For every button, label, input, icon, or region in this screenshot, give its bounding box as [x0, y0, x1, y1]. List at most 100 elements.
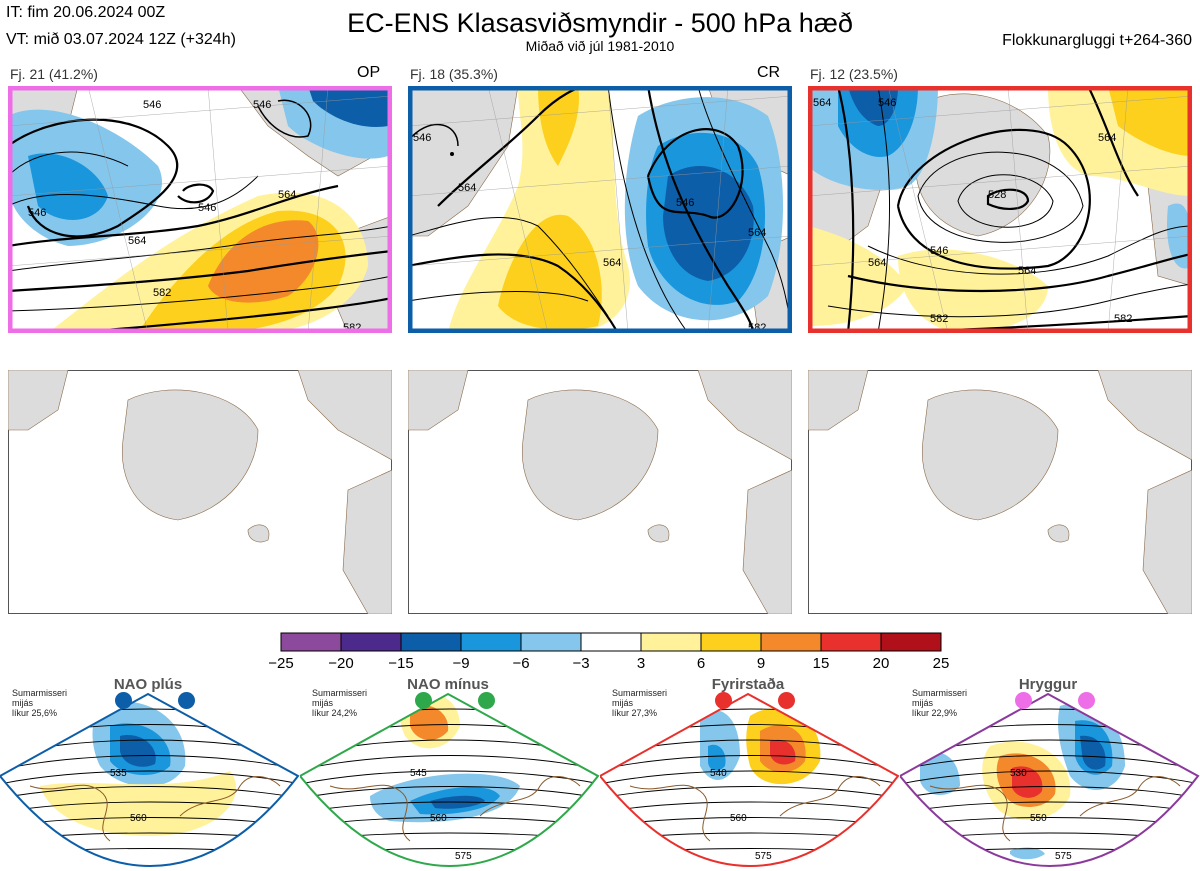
contour-label: 560: [730, 813, 747, 824]
coastline: [929, 776, 1181, 842]
cluster-1-map: 546 546 546 546 564 564 582 582: [8, 86, 392, 333]
height-contour: [600, 786, 898, 801]
regime-border: [898, 692, 1200, 868]
anomaly-area: [120, 735, 156, 767]
regime-row: 535 560 NAO plús Sumarmisseri mijás líkur 25,…: [0, 676, 1200, 871]
regime-info: Sumarmisseri mijás líkur 25,6%: [12, 688, 67, 718]
coastline: [329, 776, 581, 842]
regime-name: Hryggur: [1018, 676, 1078, 693]
colorbar-tick-label: −3: [572, 655, 590, 672]
colorbar: [280, 632, 942, 652]
gridlines: [408, 86, 792, 333]
height-contour: [600, 770, 898, 787]
regime-panel: 540 560 575 Fyrirstaða Sumarmisseri mijás líku…: [598, 676, 900, 871]
cluster-2-label: Fj. 18 (35.3%): [410, 66, 498, 82]
cluster-3-map: 564 546 528 546 564 564 582 582 564: [808, 86, 1192, 333]
regime-info-line: mijás: [612, 698, 634, 708]
colorbar-tick-label: 25: [932, 655, 950, 672]
regime-marker-dot: [715, 692, 732, 709]
colorbar-ticks: −25 −20 −15 −9 −6 −3 3 6 9 15 20 25: [268, 655, 949, 675]
contour-label: 545: [410, 768, 427, 779]
regime-info-line: líkur 25,6%: [12, 708, 58, 718]
coastline: [29, 776, 281, 842]
contour-label: 530: [1010, 768, 1027, 779]
regime-info-line: Sumarmisseri: [912, 688, 968, 698]
contour-label: 564: [748, 227, 766, 239]
regime-border: [0, 692, 300, 868]
regime-marker-dot: [778, 692, 795, 709]
colorbar-segment: [880, 632, 942, 652]
regime-panel: 545 560 575 NAO mínus Sumarmisseri mijás líkur…: [298, 676, 600, 871]
contour-label: 564: [1018, 265, 1036, 277]
contour-label: 582: [1114, 313, 1132, 325]
contour-label: 564: [603, 257, 621, 269]
page-subtitle: Miðað við júl 1981-2010: [525, 38, 675, 54]
regime-info-line: mijás: [312, 698, 334, 708]
contour-labels: 546 564 564 546 564 582: [413, 132, 766, 333]
cluster-2-border: [408, 86, 792, 333]
anomaly-area: [1012, 766, 1043, 798]
contour-label: 582: [153, 287, 171, 299]
regime-info-line: líkur 27,3%: [612, 708, 658, 718]
colorbar-tick-label: −15: [388, 655, 414, 672]
contour-label: 564: [868, 257, 886, 269]
colorbar-tick-label: −9: [452, 655, 470, 672]
empty-map-3: [808, 370, 1192, 614]
height-contour: [900, 770, 1198, 787]
gridlines: [808, 86, 1192, 333]
cluster-2-map: 546 564 564 546 564 582: [408, 86, 792, 333]
gridlines: [8, 86, 392, 333]
cluster-1-label: Fj. 21 (41.2%): [10, 66, 98, 82]
cluster-3-border: [808, 86, 1192, 333]
regime-info-line: líkur 24,2%: [312, 708, 358, 718]
height-contour: [300, 770, 598, 787]
cluster-1-border: [8, 86, 392, 333]
empty-map-2: [408, 370, 792, 614]
colorbar-segment: [760, 632, 822, 652]
contour-label: 546: [253, 99, 271, 111]
regime-info-line: Sumarmisseri: [612, 688, 668, 698]
colorbar-segment: [640, 632, 702, 652]
regime-info-line: Sumarmisseri: [12, 688, 68, 698]
regime-info: Sumarmisseri mijás líkur 22,9%: [912, 688, 967, 718]
contour-label: 546: [930, 245, 948, 257]
contour-label: 575: [455, 851, 472, 862]
height-contour: [600, 755, 898, 773]
regime-marker-dot: [1078, 692, 1095, 709]
regime-marker-dot: [478, 692, 495, 709]
contour-label: 546: [676, 197, 694, 209]
colorbar-segment: [400, 632, 462, 652]
regime-sector-map: 530 550 575: [898, 692, 1200, 868]
height-contour: [0, 786, 298, 801]
contour-label: 546: [143, 99, 161, 111]
anomaly-area: [708, 744, 726, 771]
anomaly-area: [770, 739, 796, 765]
regime-info-line: Sumarmisseri: [312, 688, 368, 698]
regime-info-line: líkur 22,9%: [912, 708, 958, 718]
contour-label: 560: [430, 813, 447, 824]
colorbar-tick-label: 9: [756, 655, 766, 672]
height-contour: [900, 786, 1198, 801]
regime-name: Fyrirstaða: [711, 676, 785, 693]
colorbar-segment: [520, 632, 582, 652]
contour-labels: 546 546 546 546 564 564 582 582: [28, 99, 361, 333]
contour-label: 564: [1098, 132, 1116, 144]
page-title: EC-ENS Klasasviðsmyndir - 500 hPa hæð: [347, 8, 853, 38]
regime-sector-map: 545 560 575: [298, 692, 600, 868]
initial-time-label: IT: fim 20.06.2024 00Z: [6, 4, 166, 21]
height-contour: [0, 770, 298, 787]
valid-time-label: VT: mið 03.07.2024 12Z (+324h): [6, 31, 236, 48]
regime-info-line: mijás: [912, 698, 934, 708]
regime-border: [598, 692, 900, 868]
colorbar-tick-label: 3: [636, 655, 646, 672]
cluster-1-tag: OP: [357, 64, 381, 81]
regime-marker-dot: [178, 692, 195, 709]
regime-marker-dot: [115, 692, 132, 709]
regime-name: NAO mínus: [407, 676, 489, 693]
contour-label: 575: [755, 851, 772, 862]
colorbar-tick-label: −25: [268, 655, 294, 672]
height-contour: [0, 755, 298, 773]
regime-panel: 535 560 NAO plús Sumarmisseri mijás líkur 25,…: [0, 676, 300, 871]
contour-labels: 564 546 528 546 564 564 582 582 564: [813, 97, 1132, 325]
contour-label: 528: [988, 189, 1006, 201]
